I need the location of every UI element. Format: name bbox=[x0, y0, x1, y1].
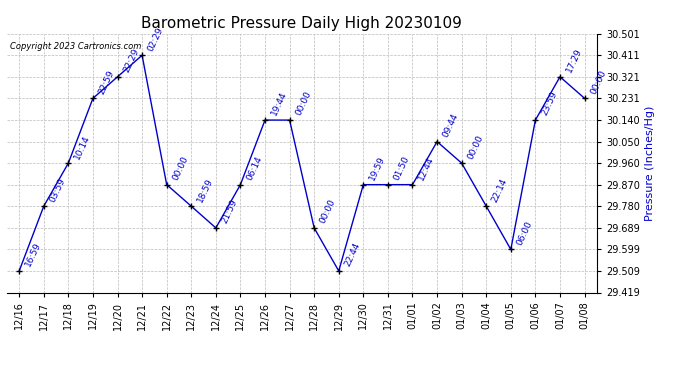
Text: 06:14: 06:14 bbox=[244, 155, 264, 182]
Text: 17:29: 17:29 bbox=[564, 47, 583, 74]
Text: 16:59: 16:59 bbox=[23, 241, 43, 268]
Text: 10:14: 10:14 bbox=[72, 133, 92, 160]
Y-axis label: Pressure (Inches/Hg): Pressure (Inches/Hg) bbox=[645, 105, 656, 221]
Text: 00:00: 00:00 bbox=[589, 68, 608, 96]
Text: 21:59: 21:59 bbox=[220, 198, 239, 225]
Text: 00:00: 00:00 bbox=[466, 133, 485, 160]
Text: 03:59: 03:59 bbox=[48, 176, 67, 203]
Text: 19:59: 19:59 bbox=[368, 154, 386, 182]
Text: 22:59: 22:59 bbox=[97, 69, 116, 96]
Text: 00:00: 00:00 bbox=[171, 154, 190, 182]
Text: 22:44: 22:44 bbox=[343, 242, 362, 268]
Text: 12:44: 12:44 bbox=[417, 155, 435, 182]
Text: 00:00: 00:00 bbox=[318, 198, 337, 225]
Text: 01:50: 01:50 bbox=[392, 154, 411, 182]
Text: 22:29: 22:29 bbox=[121, 47, 141, 74]
Text: 23:59: 23:59 bbox=[540, 90, 559, 117]
Text: 19:44: 19:44 bbox=[269, 90, 288, 117]
Text: 18:59: 18:59 bbox=[195, 176, 215, 203]
Text: 09:44: 09:44 bbox=[441, 112, 460, 139]
Text: 00:00: 00:00 bbox=[294, 90, 313, 117]
Text: 02:29: 02:29 bbox=[146, 26, 165, 53]
Text: 06:00: 06:00 bbox=[515, 219, 534, 247]
Text: 22:14: 22:14 bbox=[491, 177, 509, 203]
Text: Copyright 2023 Cartronics.com: Copyright 2023 Cartronics.com bbox=[10, 42, 141, 51]
Title: Barometric Pressure Daily High 20230109: Barometric Pressure Daily High 20230109 bbox=[141, 16, 462, 31]
